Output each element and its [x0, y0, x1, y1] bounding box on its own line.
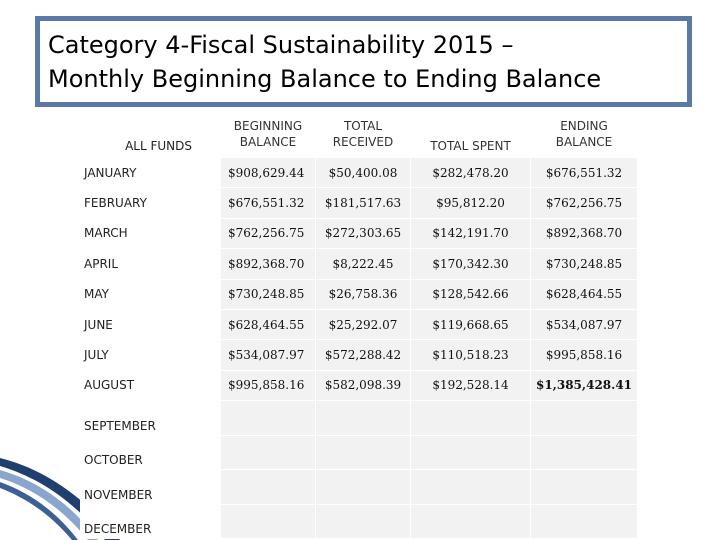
- beginning-cell: [220, 469, 316, 505]
- month-cell: APRIL: [80, 248, 221, 280]
- spent-cell: $110,518.23: [410, 339, 531, 371]
- header-total-spent: TOTAL SPENT: [410, 108, 531, 158]
- table-row: JULY $534,087.97 $572,288.42 $110,518.23…: [80, 339, 638, 371]
- table-row: APRIL $892,368.70 $8,222.45 $170,342.30 …: [80, 248, 638, 280]
- header-ending-balance: ENDING BALANCE: [530, 108, 638, 158]
- spent-cell: $282,478.20: [410, 156, 531, 189]
- received-cell: $50,400.08: [315, 156, 411, 189]
- table-row: SEPTEMBER: [80, 400, 638, 436]
- month-cell: OCTOBER: [80, 434, 221, 471]
- slide-title-line-2: Monthly Beginning Balance to Ending Bala…: [48, 65, 602, 93]
- spent-cell: $128,542.66: [410, 278, 531, 310]
- ending-cell: $628,464.55: [530, 278, 638, 310]
- ending-cell: $892,368.70: [530, 217, 638, 250]
- spent-cell: [410, 434, 531, 471]
- month-cell: SEPTEMBER: [80, 400, 221, 436]
- table-row: FEBRUARY $676,551.32 $181,517.63 $95,812…: [80, 187, 638, 219]
- beginning-cell: [220, 400, 316, 436]
- beginning-cell: [220, 434, 316, 471]
- spent-cell: $119,668.65: [410, 308, 531, 341]
- beginning-cell: $995,858.16: [220, 369, 316, 402]
- month-cell: MAY: [80, 278, 221, 310]
- ending-cell: $995,858.16: [530, 339, 638, 371]
- month-cell: JUNE: [80, 308, 221, 341]
- beginning-cell: $534,087.97: [220, 339, 316, 371]
- ending-cell: $730,248.85: [530, 248, 638, 280]
- beginning-cell: $730,248.85: [220, 278, 316, 310]
- swoosh-stripe-light: [0, 470, 98, 540]
- beginning-cell: $908,629.44: [220, 156, 316, 189]
- ending-cell: $762,256.75: [530, 187, 638, 219]
- fund-balance-table: ALL FUNDS BEGINNING BALANCE TOTAL RECEIV…: [80, 108, 638, 540]
- spent-cell: $192,528.14: [410, 369, 531, 402]
- slide-title-line-1: Category 4-Fiscal Sustainability 2015 –: [48, 31, 514, 59]
- ending-cell: [530, 400, 638, 436]
- table-row: JANUARY $908,629.44 $50,400.08 $282,478.…: [80, 156, 638, 189]
- header-total-received: TOTAL RECEIVED: [315, 108, 411, 158]
- spent-cell: [410, 400, 531, 436]
- table-row: MAY $730,248.85 $26,758.36 $128,542.66 $…: [80, 278, 638, 310]
- received-cell: $26,758.36: [315, 278, 411, 310]
- table-row: AUGUST $995,858.16 $582,098.39 $192,528.…: [80, 369, 638, 402]
- spent-cell: $142,191.70: [410, 217, 531, 250]
- month-cell: FEBRUARY: [80, 187, 221, 219]
- table-row: OCTOBER: [80, 434, 638, 471]
- spent-cell: $95,812.20: [410, 187, 531, 219]
- header-beginning-balance: BEGINNING BALANCE: [220, 108, 316, 158]
- month-cell: AUGUST: [80, 369, 221, 402]
- ending-cell: $1,385,428.41: [530, 369, 638, 402]
- month-cell: MARCH: [80, 217, 221, 250]
- header-all-funds: ALL FUNDS: [80, 108, 221, 158]
- received-cell: $181,517.63: [315, 187, 411, 219]
- received-cell: [315, 434, 411, 471]
- spent-cell: [410, 469, 531, 505]
- ending-cell: $676,551.32: [530, 156, 638, 189]
- spent-cell: $170,342.30: [410, 248, 531, 280]
- received-cell: [315, 400, 411, 436]
- received-cell: $8,222.45: [315, 248, 411, 280]
- received-cell: $572,288.42: [315, 339, 411, 371]
- beginning-cell: $762,256.75: [220, 217, 316, 250]
- table-row: JUNE $628,464.55 $25,292.07 $119,668.65 …: [80, 308, 638, 341]
- month-cell: JULY: [80, 339, 221, 371]
- received-cell: [315, 503, 411, 540]
- month-cell: NOVEMBER: [80, 469, 221, 505]
- table-row: DECEMBER: [80, 503, 638, 540]
- table-row: MARCH $762,256.75 $272,303.65 $142,191.7…: [80, 217, 638, 250]
- received-cell: [315, 469, 411, 505]
- ending-cell: [530, 434, 638, 471]
- swoosh-stripe-thin: [0, 482, 78, 540]
- ending-cell: $534,087.97: [530, 308, 638, 341]
- beginning-cell: [220, 503, 316, 540]
- title-box: Category 4-Fiscal Sustainability 2015 – …: [35, 16, 692, 107]
- month-cell: DECEMBER: [80, 503, 221, 540]
- beginning-cell: $892,368.70: [220, 248, 316, 280]
- received-cell: $582,098.39: [315, 369, 411, 402]
- beginning-cell: $628,464.55: [220, 308, 316, 341]
- beginning-cell: $676,551.32: [220, 187, 316, 219]
- received-cell: $272,303.65: [315, 217, 411, 250]
- month-cell: JANUARY: [80, 156, 221, 189]
- table-header-row: ALL FUNDS BEGINNING BALANCE TOTAL RECEIV…: [80, 108, 638, 158]
- ending-cell: [530, 503, 638, 540]
- spent-cell: [410, 503, 531, 540]
- ending-cell: [530, 469, 638, 505]
- received-cell: $25,292.07: [315, 308, 411, 341]
- table-row: NOVEMBER: [80, 469, 638, 505]
